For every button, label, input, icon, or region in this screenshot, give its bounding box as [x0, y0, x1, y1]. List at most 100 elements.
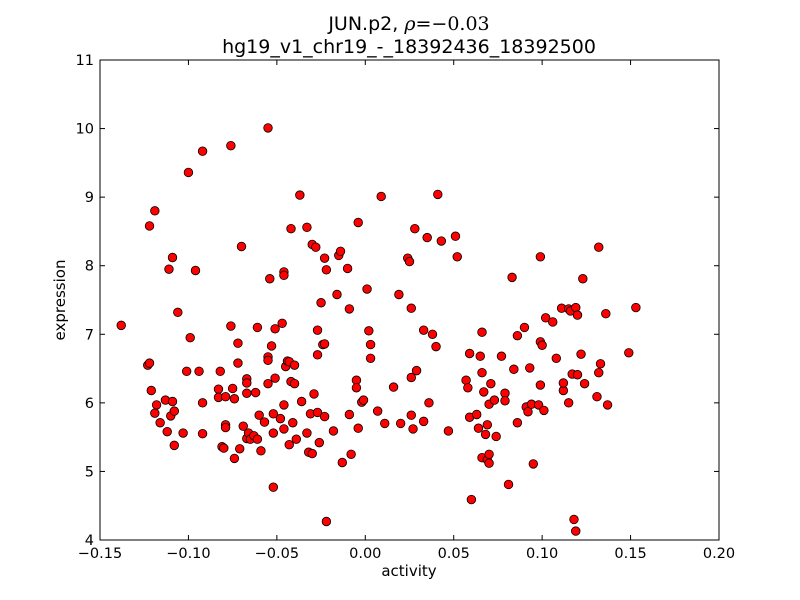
data-point [479, 387, 489, 397]
data-point [164, 264, 174, 274]
data-point [144, 221, 155, 231]
data-point [477, 327, 487, 337]
data-point [252, 434, 263, 444]
data-point [525, 363, 535, 373]
data-point [422, 232, 432, 243]
data-point [463, 383, 473, 393]
data-point [380, 418, 390, 429]
data-point [321, 516, 332, 527]
data-point [284, 439, 294, 450]
data-point [256, 446, 266, 456]
data-point [268, 482, 279, 492]
data-point [594, 367, 604, 378]
data-point [427, 329, 438, 339]
data-point [631, 302, 641, 313]
data-point [548, 317, 558, 327]
x-tick-label: −0.10 [166, 546, 210, 562]
data-point [233, 338, 243, 348]
data-point [286, 223, 296, 234]
data-point [295, 190, 305, 200]
plot-area-background [100, 60, 719, 540]
data-point [279, 424, 289, 434]
y-axis-label: expression [51, 260, 69, 341]
data-point [595, 359, 606, 369]
data-point [353, 423, 363, 433]
data-point [475, 351, 485, 361]
data-point [509, 364, 519, 374]
x-tick-label: 0.10 [526, 546, 558, 562]
data-point [254, 410, 264, 420]
data-point [594, 242, 604, 252]
data-point [512, 418, 523, 428]
data-point [344, 409, 355, 420]
data-point [337, 457, 347, 468]
data-point [144, 358, 155, 368]
data-point [226, 141, 236, 151]
data-point [167, 252, 178, 263]
data-point [486, 378, 496, 389]
data-point [252, 322, 263, 333]
data-point [259, 417, 270, 427]
data-point [473, 423, 484, 433]
data-point [624, 348, 634, 358]
y-tick-label: 10 [76, 122, 94, 138]
y-tick-label: 9 [85, 190, 94, 206]
data-point [194, 366, 204, 377]
data-point [406, 372, 416, 383]
data-point [162, 426, 172, 437]
data-point [406, 410, 416, 420]
data-point [296, 396, 307, 407]
data-point [268, 428, 279, 438]
y-tick-label: 11 [76, 53, 94, 69]
data-point [484, 449, 494, 459]
data-point [268, 409, 279, 419]
data-point [169, 406, 179, 416]
data-point [242, 378, 252, 388]
data-point [279, 400, 289, 410]
data-point [489, 395, 500, 405]
plot-area-frame [99, 59, 720, 541]
data-point [464, 348, 475, 359]
data-point [335, 246, 346, 257]
data-point [496, 351, 507, 361]
data-point [364, 326, 374, 336]
data-point [197, 146, 208, 156]
data-point [321, 265, 332, 275]
data-point [563, 398, 574, 408]
y-tick-label: 4 [85, 533, 94, 549]
data-point [408, 424, 418, 434]
data-point [353, 217, 363, 228]
chart-subtitle: hg19_v1_chr19_-_18392436_18392500 [222, 36, 596, 58]
data-point [480, 429, 491, 440]
data-point [484, 458, 494, 468]
data-point [215, 366, 225, 377]
data-point [410, 223, 420, 234]
data-point [265, 274, 275, 284]
data-point [332, 289, 342, 300]
data-point [307, 448, 317, 459]
data-point [227, 383, 238, 394]
x-tick-label: 0.05 [438, 546, 470, 562]
chart-title-rho-symbol: ρ [403, 13, 416, 35]
y-tick-label: 8 [85, 259, 94, 275]
data-point [424, 398, 434, 408]
data-point [431, 341, 441, 352]
data-point [150, 206, 160, 216]
data-point [358, 395, 369, 405]
data-point [319, 411, 330, 422]
data-point [288, 418, 298, 428]
data-point [362, 284, 372, 294]
x-tick-label: 0.15 [614, 546, 646, 562]
x-tick-label: 0.00 [349, 546, 381, 562]
data-point [312, 325, 323, 335]
data-points-layer [116, 123, 641, 536]
data-point [452, 252, 462, 262]
data-point [482, 420, 493, 430]
chart-title-rho-value: =−0.03 [416, 13, 490, 35]
data-point [277, 318, 287, 329]
data-point [319, 253, 330, 263]
data-point [450, 231, 461, 241]
chart-title: JUN.p2, ρ=−0.03 [327, 13, 489, 35]
data-point [477, 367, 487, 378]
data-point [346, 449, 356, 459]
